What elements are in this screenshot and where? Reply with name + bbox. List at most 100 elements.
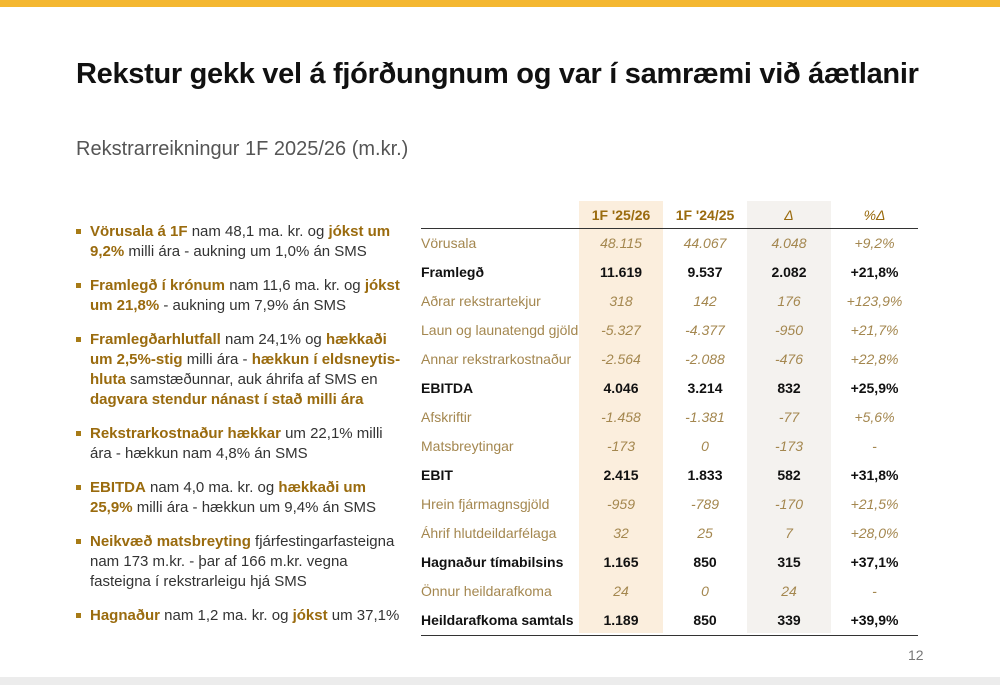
table-cell: -1.381 (685, 409, 725, 425)
bullet-highlight-text: Rekstrarkostnaður hækkar (90, 425, 281, 442)
table-row: Matsbreytingar -173 0 -173 - (421, 432, 918, 461)
table-cell: 2.415 (603, 467, 639, 483)
bullet-highlight-text: Framlegðarhlutfall (90, 331, 221, 348)
table-cell: 7 (785, 525, 793, 541)
table-cell: -173 (774, 438, 804, 454)
table-cell: 1.165 (603, 554, 639, 570)
table-cell: +22,8% (850, 351, 899, 367)
bullet-text: milli ára - hækkun um 9,4% án SMS (132, 499, 376, 516)
bullet-square-icon (76, 431, 81, 436)
table-row: Hagnaður tímabilsins 1.165 850 315 +37,1% (421, 548, 918, 577)
row-label: Matsbreytingar (421, 438, 514, 454)
table-cell: 24 (781, 583, 797, 599)
table-cell: +37,1% (850, 554, 899, 570)
table-cell: 4.048 (771, 235, 807, 251)
bullet-square-icon (76, 283, 81, 288)
table-cell: +39,9% (850, 612, 899, 628)
row-label: Önnur heildarafkoma (421, 583, 552, 599)
table-cell: 32 (613, 525, 629, 541)
delta-column-shading (747, 201, 831, 633)
bullet-text: milli ára - aukning um 1,0% án SMS (124, 243, 367, 260)
table-row: EBIT 2.415 1.833 582 +31,8% (421, 461, 918, 490)
table-cell: -959 (606, 496, 636, 512)
column-header: %Δ (863, 207, 886, 223)
row-label: Laun og launatengd gjöld (421, 322, 579, 338)
bullet-square-icon (76, 539, 81, 544)
bullet-square-icon (76, 337, 81, 342)
bullet-highlight-text: Vörusala á 1F (90, 223, 188, 240)
row-label: Heildarafkoma samtals (421, 612, 574, 628)
table-cell: 2.082 (771, 264, 807, 280)
column-header: 1F '25/26 (591, 207, 651, 223)
row-label: Aðrar rekstrartekjur (421, 293, 541, 309)
table-cell: - (872, 438, 877, 454)
table-cell: 11.619 (599, 264, 643, 280)
bullet-text: nam 4,0 ma. kr. og (145, 479, 279, 496)
bullet-text: fjárfestingarfasteigna nam 173 m.kr. - þ… (90, 533, 395, 590)
table-cell: +28,0% (850, 525, 899, 541)
table-row: EBITDA 4.046 3.214 832 +25,9% (421, 374, 918, 403)
bullet-highlight-text: hækkun í eldsneytis-hluta (90, 351, 401, 388)
bullet-highlight-text: Hagnaður (90, 607, 161, 624)
table-row: Afskriftir -1.458 -1.381 -77 +5,6% (421, 403, 918, 432)
slide-subtitle: Rekstrarreikningur 1F 2025/26 (m.kr.) (76, 138, 409, 160)
bullet-highlight-text: EBITDA (90, 479, 146, 496)
table-cell: 44.067 (683, 235, 727, 251)
table-cell: +21,8% (850, 264, 899, 280)
bullet-square-icon (76, 229, 81, 234)
table-bottom-rule (421, 635, 918, 636)
row-label: Hagnaður tímabilsins (421, 554, 564, 570)
table-cell: -5.327 (601, 322, 641, 338)
bullet-text: - aukning um 7,9% án SMS (159, 297, 346, 314)
row-label: Áhrif hlutdeildarfélaga (421, 525, 557, 541)
bullet-item: EBITDA nam 4,0 ma. kr. og hækkaði um 25,… (76, 478, 406, 518)
bullet-square-icon (76, 485, 81, 490)
bullet-highlight-text: hækkaði um 25,9% (90, 479, 366, 516)
bullet-item: Framlegðarhlutfall nam 24,1% og hækkaði … (76, 330, 406, 410)
row-label: Vörusala (421, 235, 477, 251)
bullet-text: um 37,1% (327, 607, 400, 624)
row-label: EBIT (421, 467, 453, 483)
table-cell: -170 (774, 496, 804, 512)
table-cell: 1.189 (603, 612, 639, 628)
page-number: 12 (908, 647, 924, 663)
header-rule (421, 228, 918, 229)
table-cell: 0 (701, 438, 709, 454)
bullet-highlight-text: jókst um 9,2% (90, 223, 391, 260)
table-cell: 315 (777, 554, 801, 570)
table-cell: 48.115 (600, 235, 642, 251)
table-cell: 3.214 (687, 380, 723, 396)
row-label: Afskriftir (421, 409, 472, 425)
table-cell: -77 (778, 409, 800, 425)
slide-title: Rekstur gekk vel á fjórðungnum og var í … (76, 58, 919, 90)
bullet-item: Hagnaður nam 1,2 ma. kr. og jókst um 37,… (76, 606, 406, 626)
table-header-row: 1F '25/26 1F '24/25 Δ %Δ (421, 201, 918, 230)
table-cell: -2.564 (601, 351, 641, 367)
table-cell: 4.046 (603, 380, 639, 396)
bullet-text: nam 24,1% og (220, 331, 326, 348)
table-cell: 339 (777, 612, 801, 628)
table-cell: +21,5% (850, 496, 899, 512)
table-cell: +123,9% (846, 293, 903, 309)
bullet-highlight-text: jókst um 21,8% (90, 277, 400, 314)
bullet-text: nam 1,2 ma. kr. og (160, 607, 293, 624)
table-cell: +21,7% (850, 322, 899, 338)
table-row: Laun og launatengd gjöld -5.327 -4.377 -950… (421, 316, 918, 345)
table-cell: -2.088 (685, 351, 725, 367)
bullet-item: Neikvæð matsbreyting fjárfestingarfastei… (76, 532, 406, 592)
table-cell: - (872, 583, 877, 599)
bullet-highlight-text: Neikvæð matsbreyting (90, 533, 251, 550)
table-cell: 318 (609, 293, 633, 309)
table-cell: +9,2% (854, 235, 895, 251)
bullet-item: Vörusala á 1F nam 48,1 ma. kr. og jókst … (76, 222, 406, 262)
bullet-square-icon (76, 613, 81, 618)
table-cell: -173 (606, 438, 636, 454)
bullet-text: milli ára - (182, 351, 252, 368)
table-cell: 832 (777, 380, 801, 396)
bullet-item: Framlegð í krónum nam 11,6 ma. kr. og jó… (76, 276, 406, 316)
bullet-item: Rekstrarkostnaður hækkar um 22,1% milli … (76, 424, 406, 464)
bullet-highlight-text: hækkaði um 2,5%-stig (90, 331, 387, 368)
bullet-text: um 22,1% milli ára - hækkun nam 4,8% án … (90, 425, 383, 462)
current-period-column-shading (579, 201, 663, 633)
table-cell: 25 (697, 525, 713, 541)
